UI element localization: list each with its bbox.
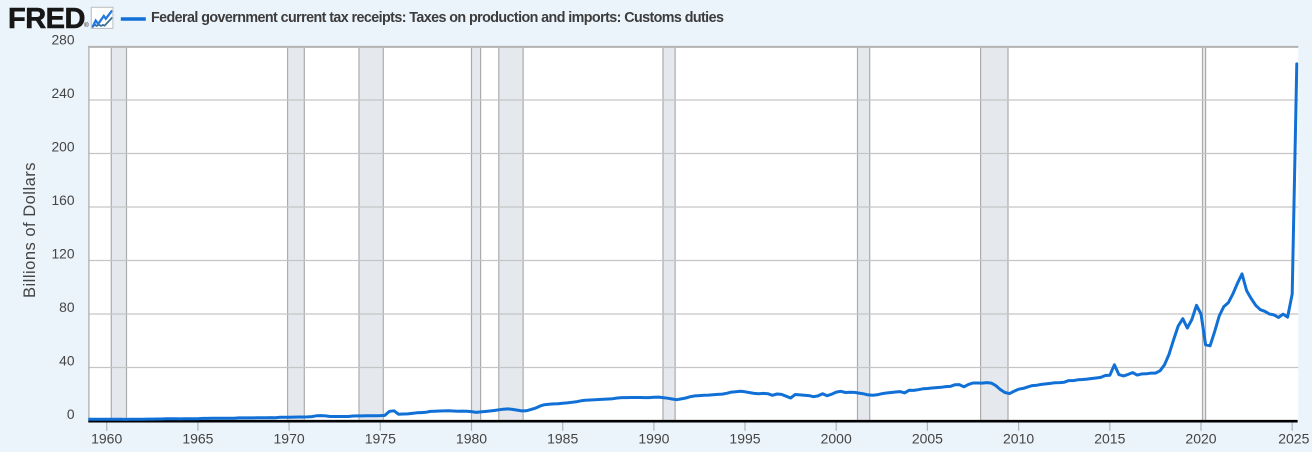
svg-text:2020: 2020 [1185,431,1216,447]
svg-text:280: 280 [51,33,74,48]
svg-text:1965: 1965 [182,431,213,447]
svg-text:200: 200 [51,140,74,155]
svg-text:1995: 1995 [729,431,760,447]
svg-text:1975: 1975 [365,431,396,447]
svg-text:1980: 1980 [456,431,487,447]
svg-text:Billions of Dollars: Billions of Dollars [21,162,39,298]
svg-text:2010: 2010 [1003,431,1034,447]
svg-text:2000: 2000 [821,431,852,447]
svg-text:1990: 1990 [638,431,669,447]
svg-text:40: 40 [59,354,75,369]
svg-text:2005: 2005 [912,431,943,447]
svg-text:®: ® [84,21,89,29]
svg-text:1985: 1985 [547,431,578,447]
svg-text:80: 80 [59,300,75,315]
svg-text:2015: 2015 [1094,431,1125,447]
svg-text:160: 160 [51,193,74,208]
svg-text:240: 240 [51,86,74,101]
svg-text:Federal government current tax: Federal government current tax receipts:… [151,10,724,26]
svg-text:0: 0 [67,407,75,422]
svg-text:120: 120 [51,247,74,262]
svg-text:2025: 2025 [1278,431,1309,447]
svg-text:FRED: FRED [8,3,85,35]
svg-text:1960: 1960 [91,431,122,447]
svg-text:1970: 1970 [274,431,305,447]
